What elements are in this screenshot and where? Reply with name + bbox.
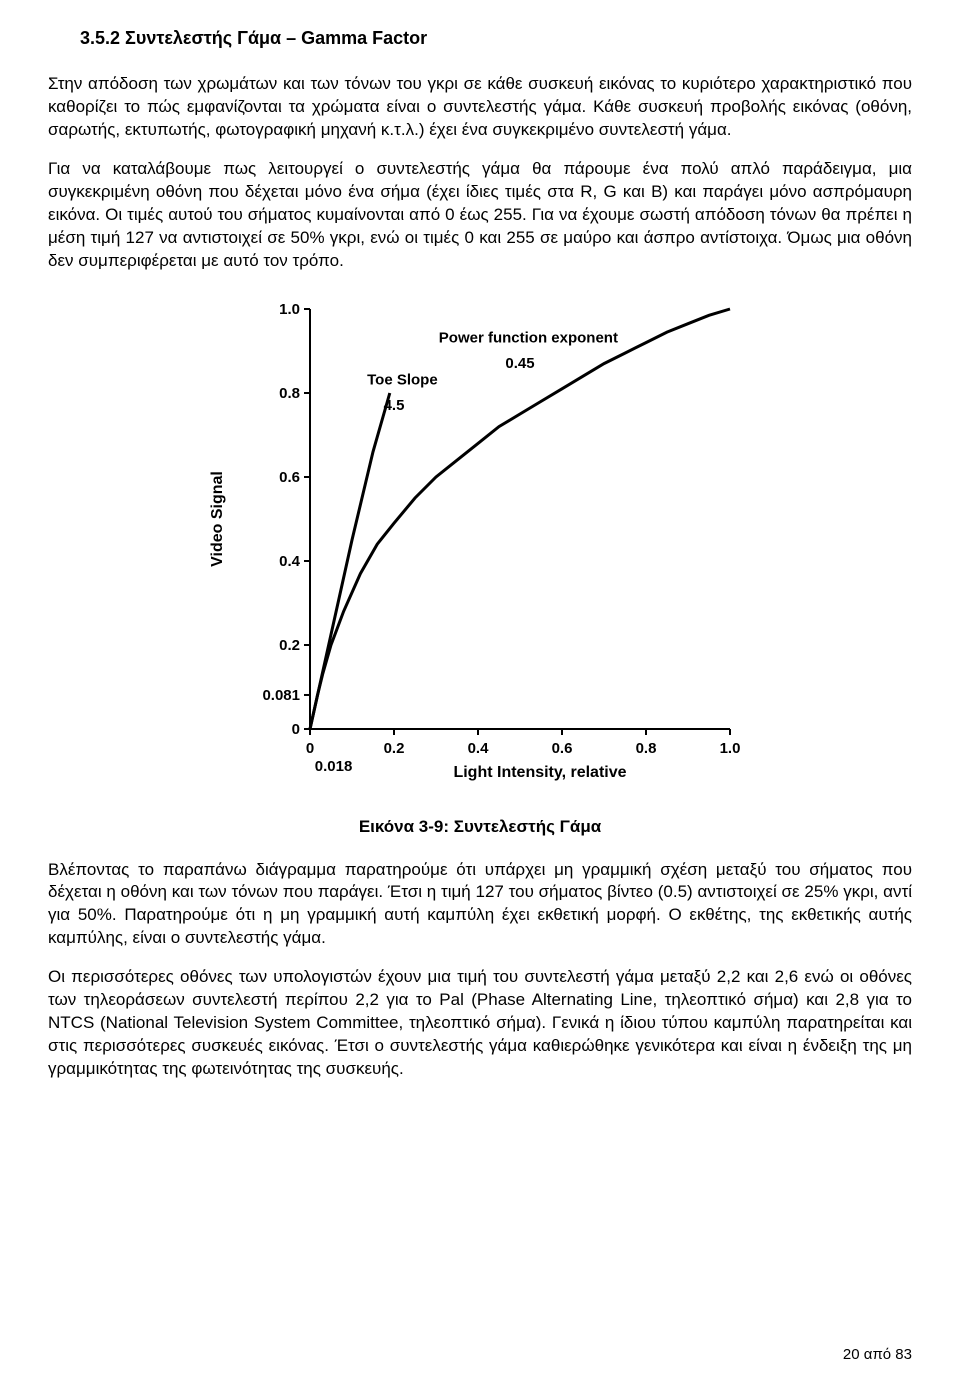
svg-text:1.0: 1.0: [720, 740, 741, 757]
svg-text:0.4: 0.4: [279, 553, 301, 570]
svg-text:0.8: 0.8: [636, 740, 657, 757]
svg-text:0.6: 0.6: [279, 469, 300, 486]
svg-text:0.2: 0.2: [384, 740, 405, 757]
svg-text:0: 0: [306, 740, 314, 757]
svg-text:Power function exponent: Power function exponent: [439, 329, 618, 346]
svg-text:0: 0: [292, 721, 300, 738]
svg-text:0.45: 0.45: [505, 354, 534, 371]
svg-text:Video Signal: Video Signal: [209, 471, 226, 567]
gamma-chart-svg: 0 0.081 0.2 0.4 0.6 0.8 1.0 0 0.2 0.4 0.6 0.8 1.0 0.0…: [200, 289, 760, 799]
svg-text:Light Intensity, relative: Light Intensity, relative: [453, 764, 626, 781]
svg-text:4.5: 4.5: [384, 396, 405, 413]
svg-text:0.018: 0.018: [315, 758, 353, 775]
svg-text:0.8: 0.8: [279, 385, 300, 402]
svg-text:0.2: 0.2: [279, 637, 300, 654]
svg-text:Toe Slope: Toe Slope: [367, 371, 438, 388]
svg-text:0.6: 0.6: [552, 740, 573, 757]
section-heading: 3.5.2 Συντελεστής Γάμα – Gamma Factor: [80, 28, 912, 49]
svg-text:0.4: 0.4: [468, 740, 490, 757]
svg-text:1.0: 1.0: [279, 301, 300, 318]
paragraph-4: Οι περισσότερες οθόνες των υπολογιστών έ…: [48, 966, 912, 1081]
paragraph-3: Βλέποντας το παραπάνω διάγραμμα παρατηρο…: [48, 859, 912, 951]
svg-text:0.081: 0.081: [262, 686, 300, 703]
gamma-chart: 0 0.081 0.2 0.4 0.6 0.8 1.0 0 0.2 0.4 0.6 0.8 1.0 0.0…: [200, 289, 760, 799]
figure-caption: Εικόνα 3-9: Συντελεστής Γάμα: [48, 817, 912, 837]
paragraph-2: Για να καταλάβουμε πως λειτουργεί ο συντ…: [48, 158, 912, 273]
paragraph-1: Στην απόδοση των χρωμάτων και των τόνων …: [48, 73, 912, 142]
page-number: 20 από 83: [843, 1346, 912, 1363]
